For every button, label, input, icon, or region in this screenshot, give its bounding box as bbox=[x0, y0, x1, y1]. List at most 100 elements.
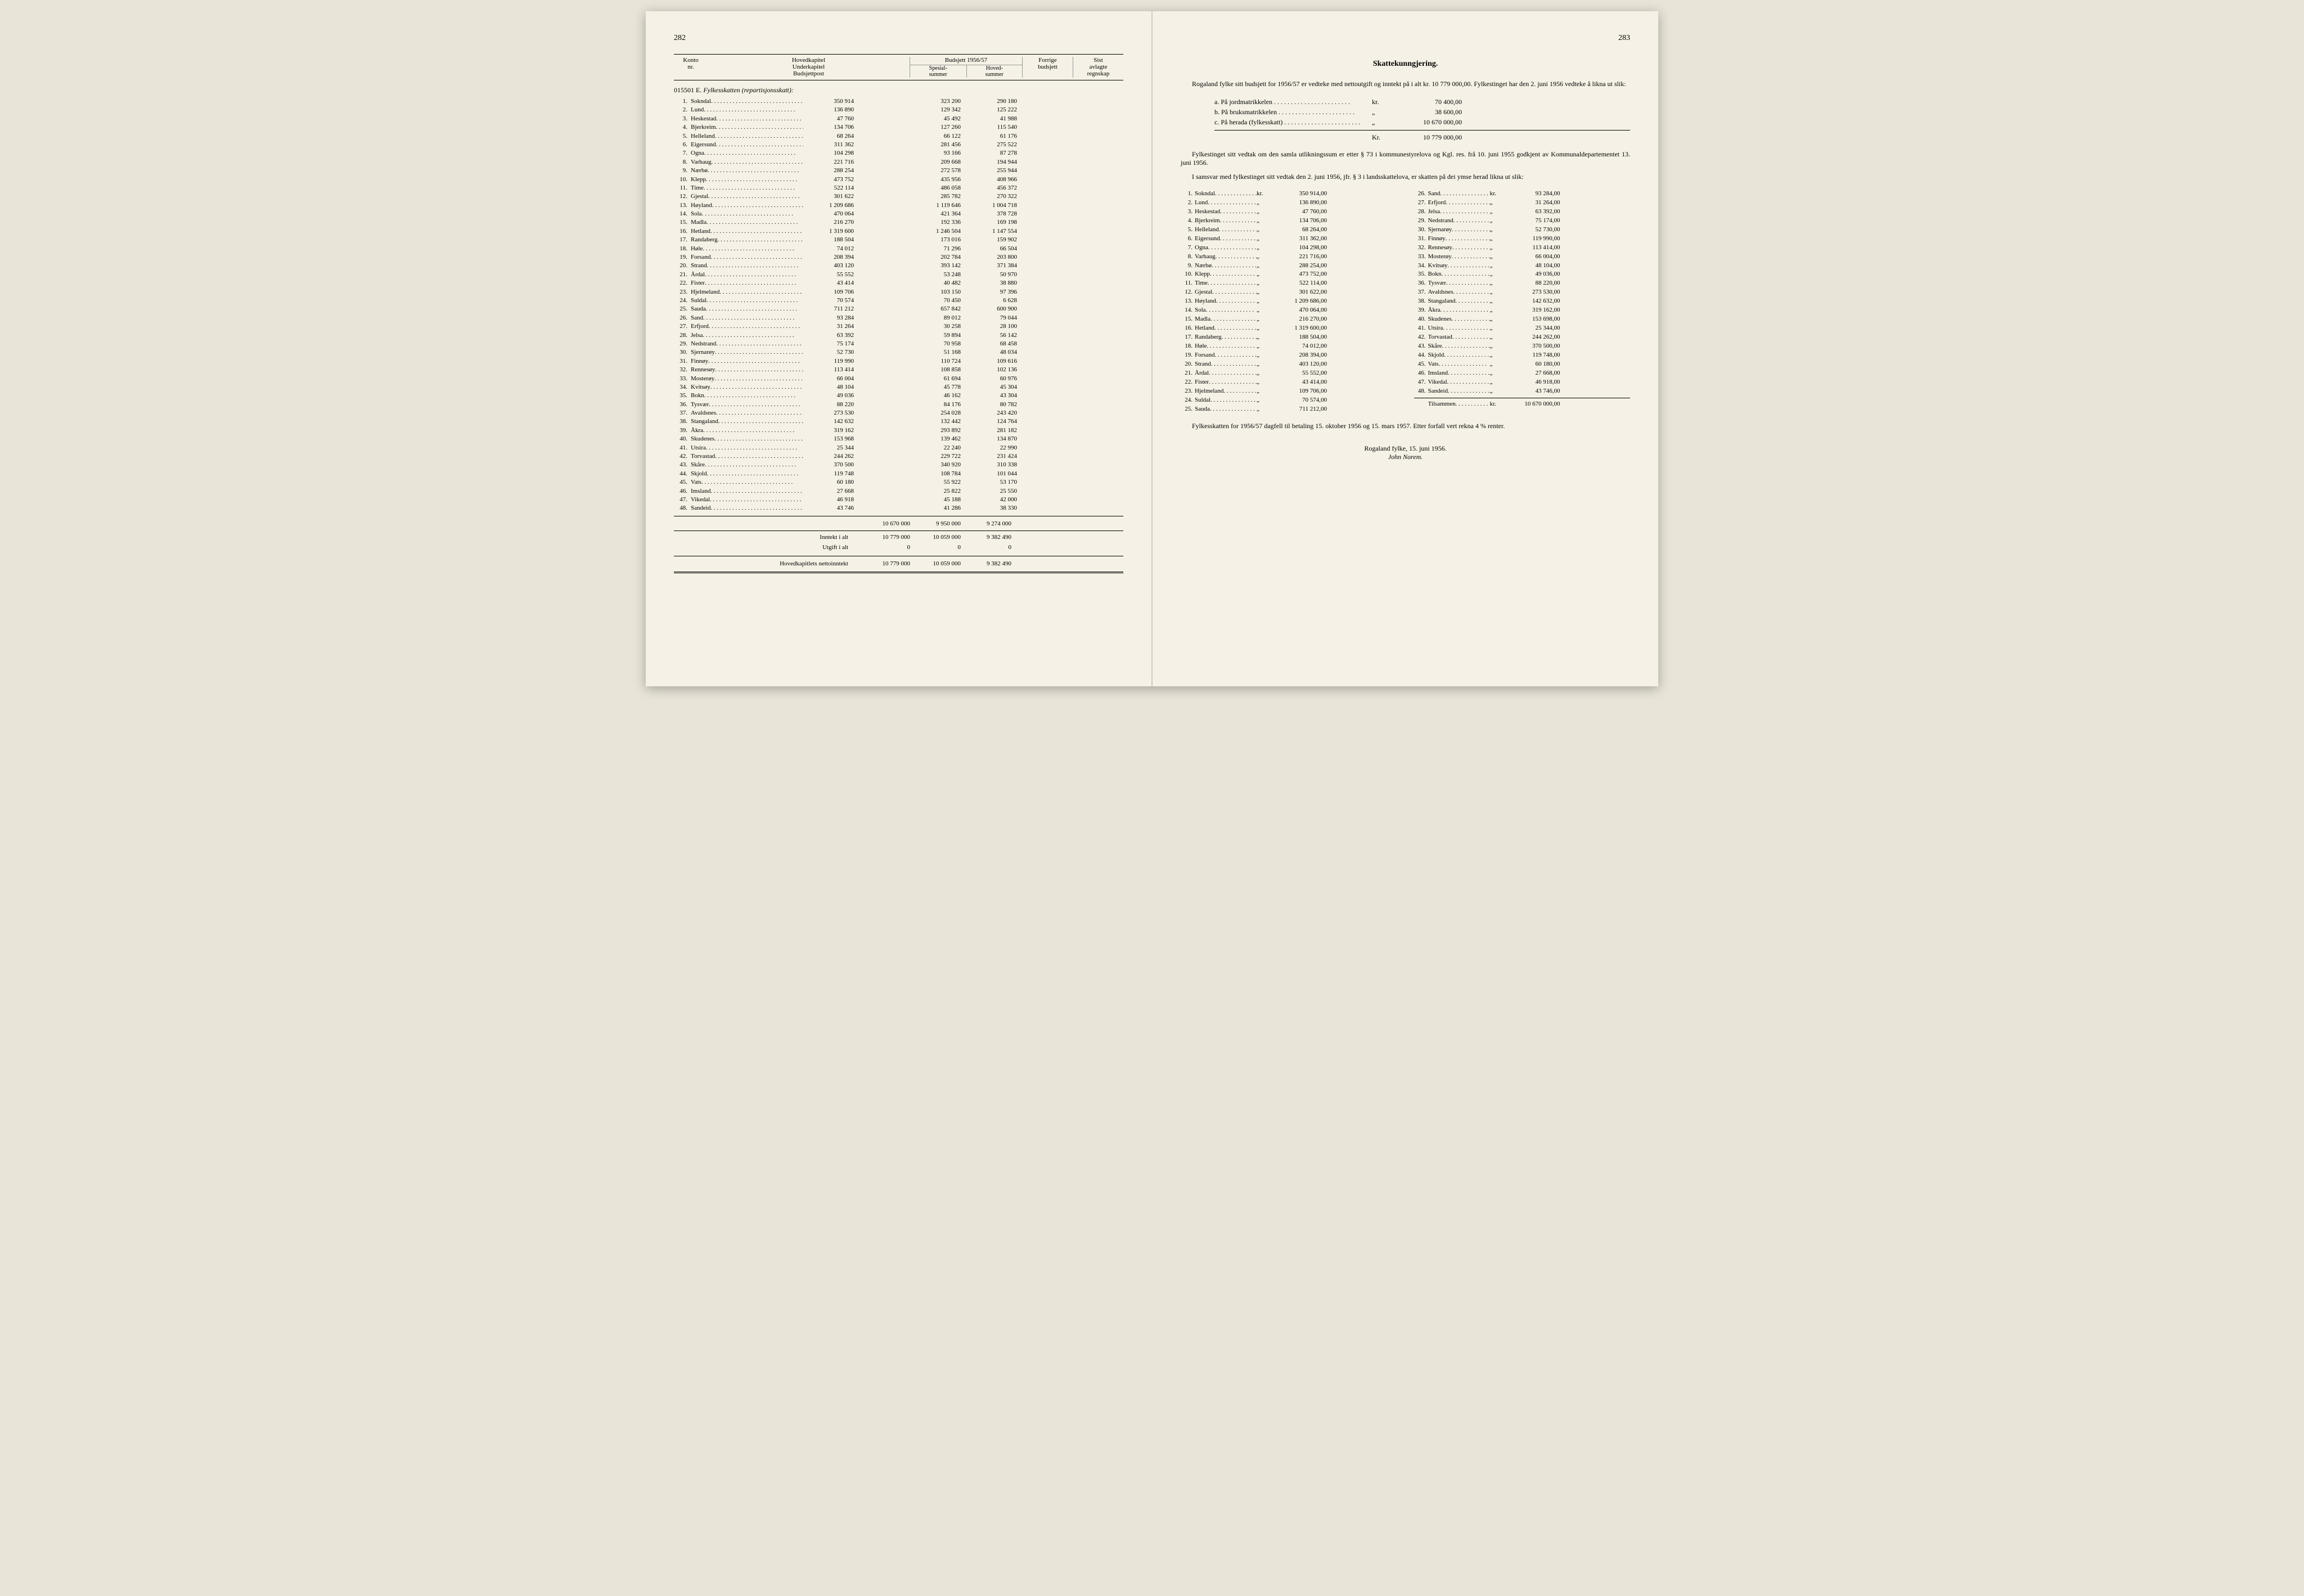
herad-name: Årdal bbox=[1195, 369, 1257, 378]
herad-name: Rennesøy bbox=[1428, 244, 1490, 253]
row-spesial: 301 622 bbox=[803, 192, 860, 201]
herad-name: Skudenes bbox=[1428, 315, 1490, 324]
herad-value: 711 212,00 bbox=[1271, 405, 1327, 414]
herad-row: 17. Randaberg „ 188 504,00 bbox=[1181, 333, 1397, 342]
row-forrige: 89 012 bbox=[916, 314, 966, 322]
row-forrige: 40 482 bbox=[916, 279, 966, 287]
row-hoved bbox=[860, 201, 916, 210]
row-hoved bbox=[860, 348, 916, 357]
herad-unit: „ bbox=[1257, 315, 1271, 324]
row-name: Sokndal bbox=[691, 97, 803, 106]
row-num: 40. bbox=[674, 435, 691, 443]
row-hoved bbox=[860, 340, 916, 348]
row-sist: 125 222 bbox=[966, 106, 1017, 114]
row-spesial: 68 264 bbox=[803, 132, 860, 141]
herad-name: Bokn bbox=[1428, 270, 1490, 279]
row-num: 32. bbox=[674, 366, 691, 374]
row-num: 29. bbox=[674, 340, 691, 348]
herad-row: 40. Skudenes „ 153 698,00 bbox=[1414, 315, 1631, 324]
row-forrige: 435 956 bbox=[916, 176, 966, 184]
herad-row: 43. Skåre „ 370 500,00 bbox=[1414, 342, 1631, 351]
herad-value: 47 760,00 bbox=[1271, 208, 1327, 217]
herad-row: 34. Kvitsøy „ 48 104,00 bbox=[1414, 262, 1631, 271]
table-row: 43. Skåre 370 500 340 920 310 338 bbox=[674, 461, 1123, 469]
row-sist: 22 990 bbox=[966, 444, 1017, 452]
herad-num: 36. bbox=[1414, 279, 1428, 288]
herad-name: Sokndal bbox=[1195, 190, 1257, 199]
row-sist: 255 944 bbox=[966, 167, 1017, 175]
page-number-right: 283 bbox=[1181, 34, 1630, 43]
row-forrige: 70 958 bbox=[916, 340, 966, 348]
row-hoved bbox=[860, 504, 916, 512]
row-hoved bbox=[860, 452, 916, 461]
herad-row: 1. Sokndal kr. 350 914,00 bbox=[1181, 190, 1397, 199]
row-name: Høyland bbox=[691, 201, 803, 210]
herad-unit: „ bbox=[1490, 199, 1504, 208]
abc-value: 70 400,00 bbox=[1394, 97, 1462, 107]
row-name: Lund bbox=[691, 106, 803, 114]
row-forrige: 93 166 bbox=[916, 149, 966, 158]
table-row: 33. Mosterøy 66 004 61 694 60 976 bbox=[674, 375, 1123, 383]
herad-name: Hetland bbox=[1195, 324, 1257, 333]
table-row: 35. Bokn 49 036 46 162 43 304 bbox=[674, 392, 1123, 400]
herad-unit: „ bbox=[1257, 396, 1271, 405]
herad-row: 19. Forsand „ 208 394,00 bbox=[1181, 351, 1397, 360]
herad-name: Bjerkreim bbox=[1195, 217, 1257, 226]
row-forrige: 129 342 bbox=[916, 106, 966, 114]
row-forrige: 132 442 bbox=[916, 417, 966, 426]
row-hoved bbox=[860, 227, 916, 236]
row-num: 27. bbox=[674, 322, 691, 331]
row-name: Åkra bbox=[691, 426, 803, 435]
table-row: 47. Vikedal 46 918 45 188 42 000 bbox=[674, 496, 1123, 504]
herad-value: 49 036,00 bbox=[1504, 270, 1560, 279]
row-name: Skåre bbox=[691, 461, 803, 469]
row-spesial: 350 914 bbox=[803, 97, 860, 106]
row-num: 13. bbox=[674, 201, 691, 210]
row-spesial: 711 212 bbox=[803, 305, 860, 313]
row-spesial: 244 262 bbox=[803, 452, 860, 461]
herad-unit: „ bbox=[1257, 369, 1271, 378]
row-name: Tysvær bbox=[691, 401, 803, 409]
herad-name: Lund bbox=[1195, 199, 1257, 208]
row-name: Sand bbox=[691, 314, 803, 322]
row-spesial: 70 574 bbox=[803, 296, 860, 305]
herad-name: Strand bbox=[1195, 360, 1257, 369]
row-spesial: 319 162 bbox=[803, 426, 860, 435]
row-name: Rennesøy bbox=[691, 366, 803, 374]
row-forrige: 103 150 bbox=[916, 288, 966, 296]
th-budsjett: Budsjett 1956/57 Spesial- summer Hoved- … bbox=[910, 57, 1022, 78]
abc-total: Kr.10 779 000,00 bbox=[1214, 130, 1630, 142]
row-spesial: 216 270 bbox=[803, 218, 860, 227]
row-num: 5. bbox=[674, 132, 691, 141]
herad-value: 370 500,00 bbox=[1504, 342, 1560, 351]
herad-row: 10. Klepp „ 473 752,00 bbox=[1181, 270, 1397, 279]
herad-row: 18. Høle „ 74 012,00 bbox=[1181, 342, 1397, 351]
herad-name: Skåre bbox=[1428, 342, 1490, 351]
row-num: 28. bbox=[674, 331, 691, 340]
herad-num: 18. bbox=[1181, 342, 1195, 351]
row-spesial: 134 706 bbox=[803, 123, 860, 132]
row-hoved bbox=[860, 435, 916, 443]
row-hoved bbox=[860, 401, 916, 409]
herad-num: 1. bbox=[1181, 190, 1195, 199]
herad-name: Sandeid bbox=[1428, 387, 1490, 396]
table-row: 21. Årdal 55 552 53 248 50 970 bbox=[674, 271, 1123, 279]
herad-value: 273 530,00 bbox=[1504, 288, 1560, 297]
table-row: 2. Lund 136 890 129 342 125 222 bbox=[674, 106, 1123, 114]
row-forrige: 209 668 bbox=[916, 158, 966, 167]
herad-name: Vats bbox=[1428, 360, 1490, 369]
row-sist: 243 420 bbox=[966, 409, 1017, 417]
row-sist: 1 147 554 bbox=[966, 227, 1017, 236]
herad-num: 20. bbox=[1181, 360, 1195, 369]
table-row: 31. Finnøy 119 990 110 724 109 616 bbox=[674, 357, 1123, 366]
table-row: 22. Fister 43 414 40 482 38 880 bbox=[674, 279, 1123, 287]
row-spesial: 1 209 686 bbox=[803, 201, 860, 210]
row-spesial: 49 036 bbox=[803, 392, 860, 400]
row-num: 16. bbox=[674, 227, 691, 236]
row-hoved bbox=[860, 357, 916, 366]
row-sist: 102 136 bbox=[966, 366, 1017, 374]
herad-name: Gjestal bbox=[1195, 288, 1257, 297]
row-forrige: 272 578 bbox=[916, 167, 966, 175]
row-name: Skjold bbox=[691, 470, 803, 478]
row-name: Sandeid bbox=[691, 504, 803, 512]
